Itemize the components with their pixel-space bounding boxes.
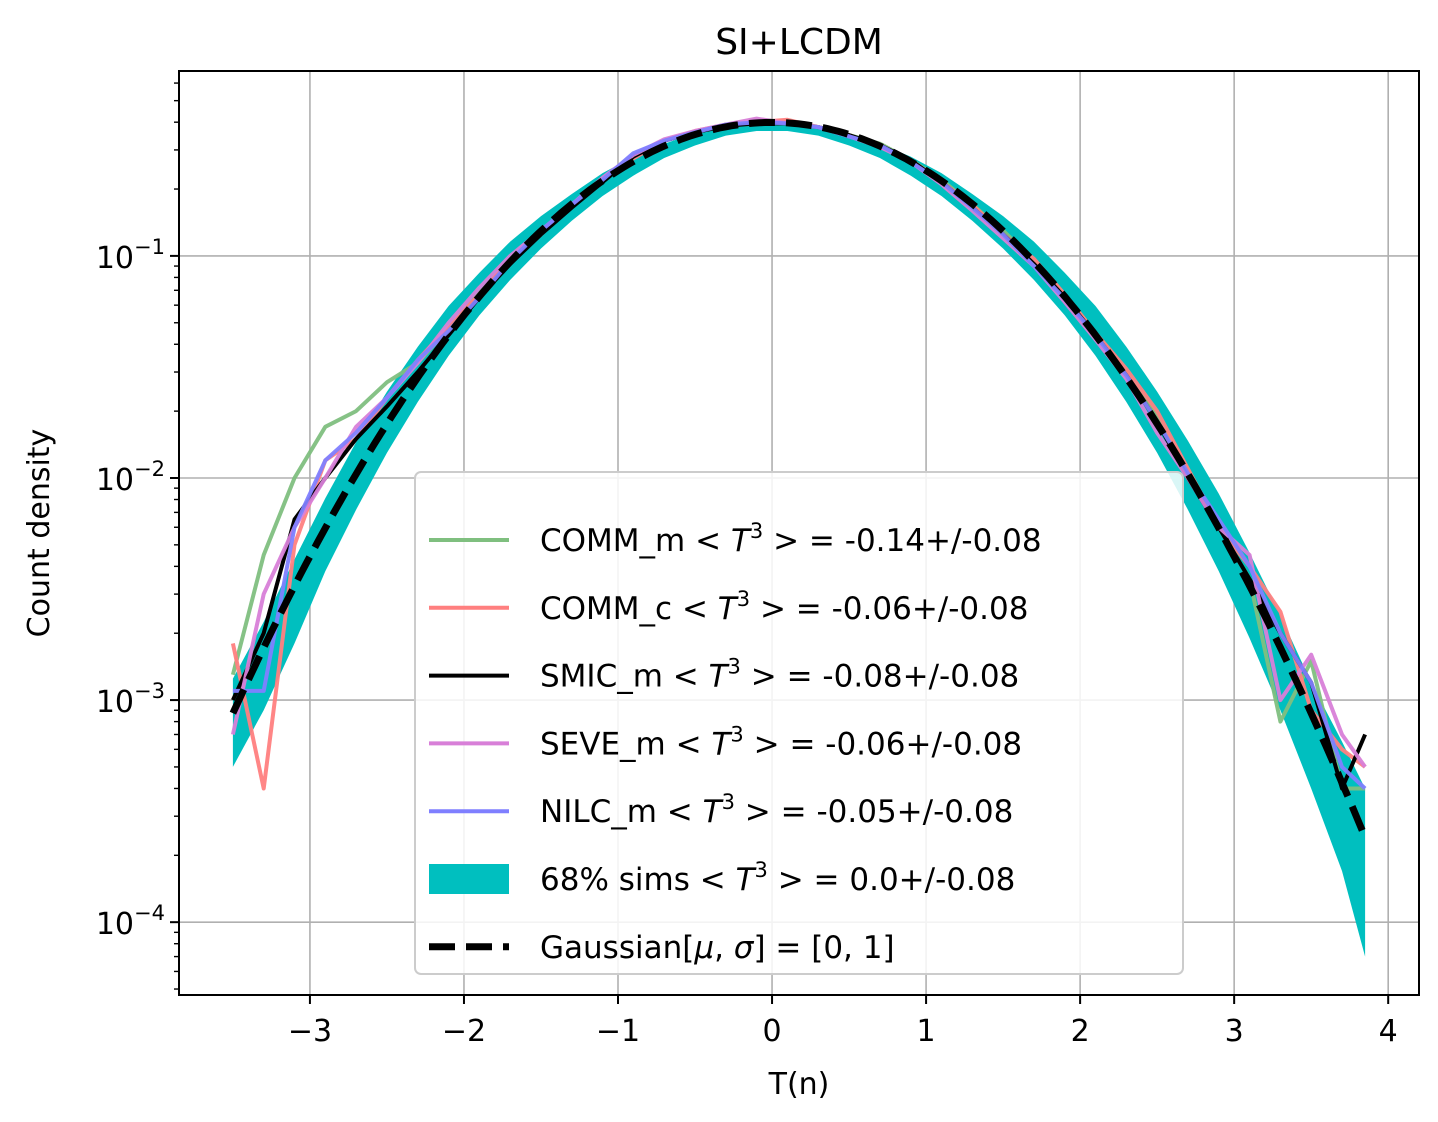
legend-label: SEVE_m < T3 > = -0.06+/-0.08: [540, 722, 1022, 762]
plot-frame: [178, 70, 1420, 996]
y-axis-label: Count density: [22, 429, 57, 638]
chart-title: SI+LCDM: [715, 22, 883, 63]
y-tick-label: 10−1: [96, 235, 165, 276]
axis-ticks: −3 −2 −1 0 1 2 3 4 10−1 10−2 10−3 10−4: [96, 82, 1398, 1049]
legend-label: COMM_m < T3 > = -0.14+/-0.08: [540, 519, 1042, 559]
legend-label: SMIC_m < T3 > = -0.08+/-0.08: [540, 655, 1019, 695]
x-tick-label: −1: [596, 1014, 640, 1049]
sims-band: [232, 122, 1366, 957]
x-tick-label: 4: [1379, 1014, 1398, 1049]
sims-band-area: [232, 122, 1366, 957]
legend-box: [414, 471, 1184, 975]
legend-label: NILC_m < T3 > = -0.05+/-0.08: [540, 790, 1013, 830]
legend-label: Gaussian[μ, σ] = [0, 1]: [540, 930, 895, 966]
y-tick-label: 10−3: [96, 679, 165, 720]
legend-handle: [429, 864, 509, 894]
x-tick-label: 3: [1225, 1014, 1244, 1049]
x-tick-label: −2: [442, 1014, 486, 1049]
x-axis-label: T(n): [768, 1067, 830, 1102]
x-tick-label: 1: [917, 1014, 936, 1049]
gaussian-curve: [229, 118, 1369, 839]
legend-label: COMM_c < T3 > = -0.06+/-0.08: [540, 587, 1028, 627]
x-tick-label: 2: [1071, 1014, 1090, 1049]
legend-label: 68% sims < T3 > = 0.0+/-0.08: [540, 858, 1015, 898]
y-tick-label: 10−2: [96, 457, 165, 498]
gaussian-line: [229, 118, 1369, 839]
x-tick-label: −3: [288, 1014, 332, 1049]
x-tick-label: 0: [762, 1014, 781, 1049]
y-tick-label: 10−4: [96, 901, 165, 942]
legend: COMM_m < T3 > = -0.14+/-0.08 COMM_c < T3 …: [414, 471, 1184, 975]
